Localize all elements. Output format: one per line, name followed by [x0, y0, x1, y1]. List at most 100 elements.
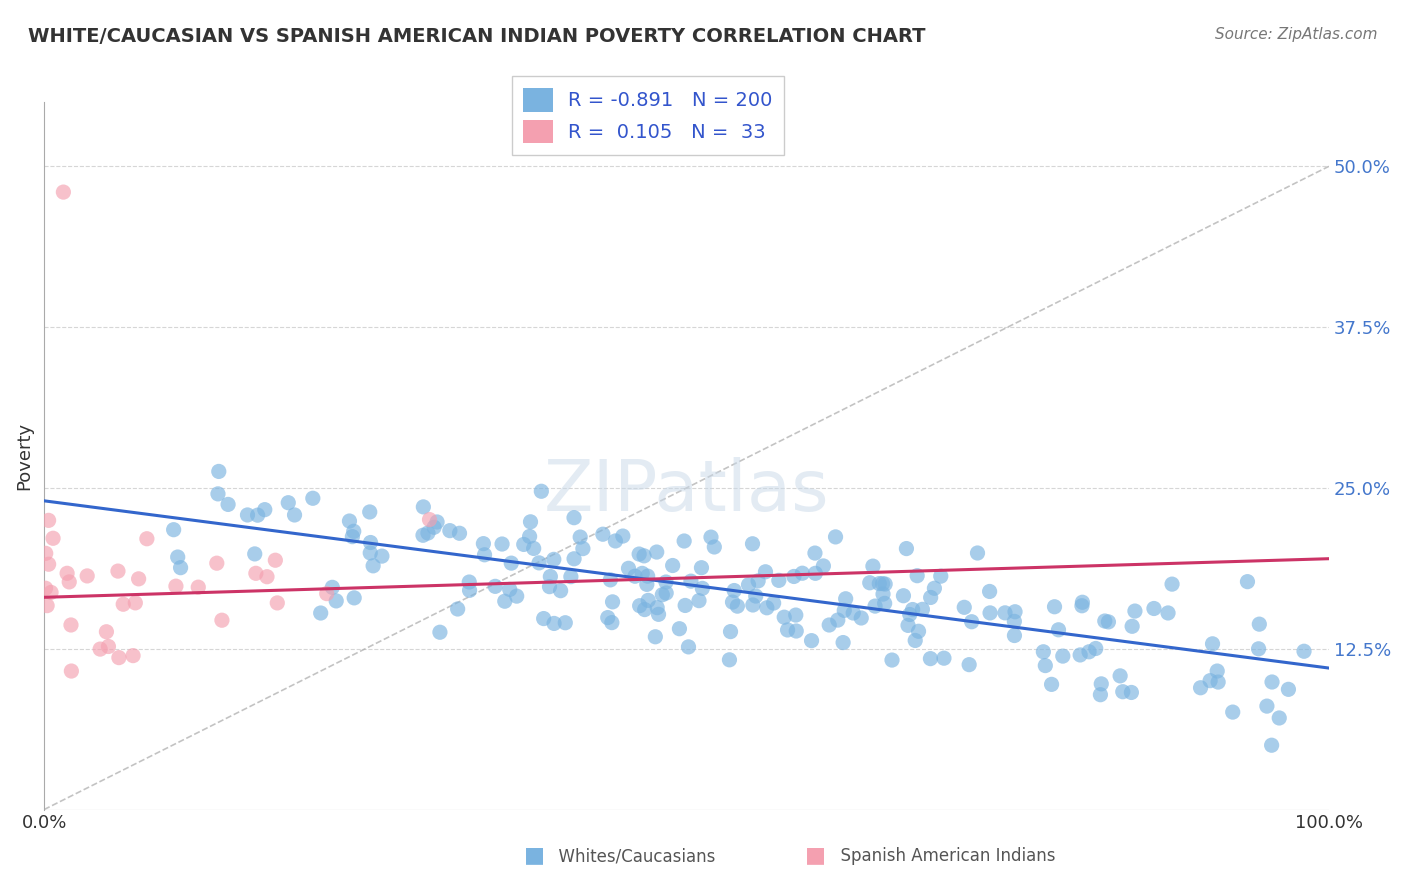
Whites/Caucasians: [868, 576, 890, 591]
Whites/Caucasians: [637, 569, 659, 583]
Whites/Caucasians: [412, 528, 434, 542]
Whites/Caucasians: [1201, 637, 1223, 651]
Whites/Caucasians: [690, 560, 713, 574]
Spanish American Indians: [165, 579, 187, 593]
Whites/Caucasians: [645, 545, 668, 559]
Whites/Caucasians: [562, 510, 585, 524]
Spanish American Indians: [315, 586, 337, 600]
Whites/Caucasians: [631, 566, 654, 581]
Spanish American Indians: [89, 642, 111, 657]
Legend: R = -0.891   N = 200, R =  0.105   N =  33: R = -0.891 N = 200, R = 0.105 N = 33: [512, 77, 785, 155]
Whites/Caucasians: [979, 606, 1001, 620]
Whites/Caucasians: [426, 515, 449, 529]
Whites/Caucasians: [1260, 738, 1282, 752]
Whites/Caucasians: [605, 533, 627, 548]
Spanish American Indians: [42, 531, 65, 545]
Whites/Caucasians: [1112, 684, 1135, 698]
Whites/Caucasians: [960, 615, 983, 629]
Whites/Caucasians: [416, 526, 439, 541]
Whites/Caucasians: [342, 530, 364, 544]
Text: ■: ■: [806, 846, 825, 865]
Whites/Caucasians: [932, 651, 955, 665]
Whites/Caucasians: [447, 602, 470, 616]
Whites/Caucasians: [1071, 595, 1094, 609]
Whites/Caucasians: [1032, 645, 1054, 659]
Whites/Caucasians: [907, 624, 929, 639]
Spanish American Indians: [52, 185, 75, 199]
Whites/Caucasians: [217, 497, 239, 511]
Text: WHITE/CAUCASIAN VS SPANISH AMERICAN INDIAN POVERTY CORRELATION CHART: WHITE/CAUCASIAN VS SPANISH AMERICAN INDI…: [28, 27, 925, 45]
Whites/Caucasians: [859, 575, 882, 590]
Whites/Caucasians: [893, 589, 915, 603]
Whites/Caucasians: [827, 613, 849, 627]
Whites/Caucasians: [1052, 649, 1074, 664]
Whites/Caucasians: [505, 589, 527, 603]
Whites/Caucasians: [904, 633, 927, 648]
Spanish American Indians: [38, 513, 60, 527]
Whites/Caucasians: [783, 569, 806, 583]
Whites/Caucasians: [533, 611, 555, 625]
Whites/Caucasians: [880, 653, 903, 667]
Whites/Caucasians: [979, 584, 1001, 599]
Whites/Caucasians: [283, 508, 305, 522]
Spanish American Indians: [58, 574, 80, 589]
Whites/Caucasians: [1069, 648, 1091, 662]
Text: ZIPatlas: ZIPatlas: [544, 457, 830, 525]
Whites/Caucasians: [1094, 614, 1116, 628]
Whites/Caucasians: [762, 596, 785, 610]
Whites/Caucasians: [169, 560, 191, 574]
Spanish American Indians: [59, 618, 82, 632]
Whites/Caucasians: [661, 558, 683, 573]
Whites/Caucasians: [543, 552, 565, 566]
Whites/Caucasians: [1090, 688, 1112, 702]
Whites/Caucasians: [668, 622, 690, 636]
Spanish American Indians: [39, 585, 62, 599]
Spanish American Indians: [108, 650, 131, 665]
Whites/Caucasians: [519, 529, 541, 543]
Whites/Caucasians: [207, 487, 229, 501]
Whites/Caucasians: [246, 508, 269, 523]
Whites/Caucasians: [634, 602, 657, 616]
Whites/Caucasians: [804, 546, 827, 560]
Whites/Caucasians: [703, 540, 725, 554]
Spanish American Indians: [35, 546, 58, 560]
Spanish American Indians: [107, 564, 129, 578]
Whites/Caucasians: [1040, 677, 1063, 691]
Spanish American Indians: [124, 596, 146, 610]
Spanish American Indians: [37, 599, 59, 613]
Whites/Caucasians: [519, 515, 541, 529]
Whites/Caucasians: [371, 549, 394, 563]
Whites/Caucasians: [957, 657, 980, 672]
Whites/Caucasians: [1189, 681, 1212, 695]
Whites/Caucasians: [1236, 574, 1258, 589]
Whites/Caucasians: [1078, 645, 1101, 659]
Whites/Caucasians: [1090, 677, 1112, 691]
Whites/Caucasians: [412, 500, 434, 514]
Whites/Caucasians: [1109, 669, 1132, 683]
Whites/Caucasians: [633, 549, 655, 563]
Whites/Caucasians: [754, 565, 776, 579]
Whites/Caucasians: [897, 618, 920, 632]
Whites/Caucasians: [647, 607, 669, 622]
Spanish American Indians: [418, 513, 440, 527]
Whites/Caucasians: [628, 547, 651, 561]
Whites/Caucasians: [966, 546, 988, 560]
Whites/Caucasians: [343, 591, 366, 605]
Whites/Caucasians: [905, 568, 928, 582]
Spanish American Indians: [97, 640, 120, 654]
Whites/Caucasians: [543, 616, 565, 631]
Whites/Caucasians: [1206, 664, 1229, 678]
Whites/Caucasians: [725, 599, 748, 614]
Whites/Caucasians: [720, 624, 742, 639]
Whites/Caucasians: [773, 610, 796, 624]
Spanish American Indians: [38, 558, 60, 572]
Whites/Caucasians: [637, 593, 659, 607]
Whites/Caucasians: [901, 602, 924, 616]
Whites/Caucasians: [824, 530, 846, 544]
Whites/Caucasians: [513, 537, 536, 551]
Whites/Caucasians: [1199, 673, 1222, 688]
Whites/Caucasians: [911, 602, 934, 616]
Whites/Caucasians: [1121, 685, 1143, 699]
Whites/Caucasians: [718, 653, 741, 667]
Spanish American Indians: [56, 566, 79, 581]
